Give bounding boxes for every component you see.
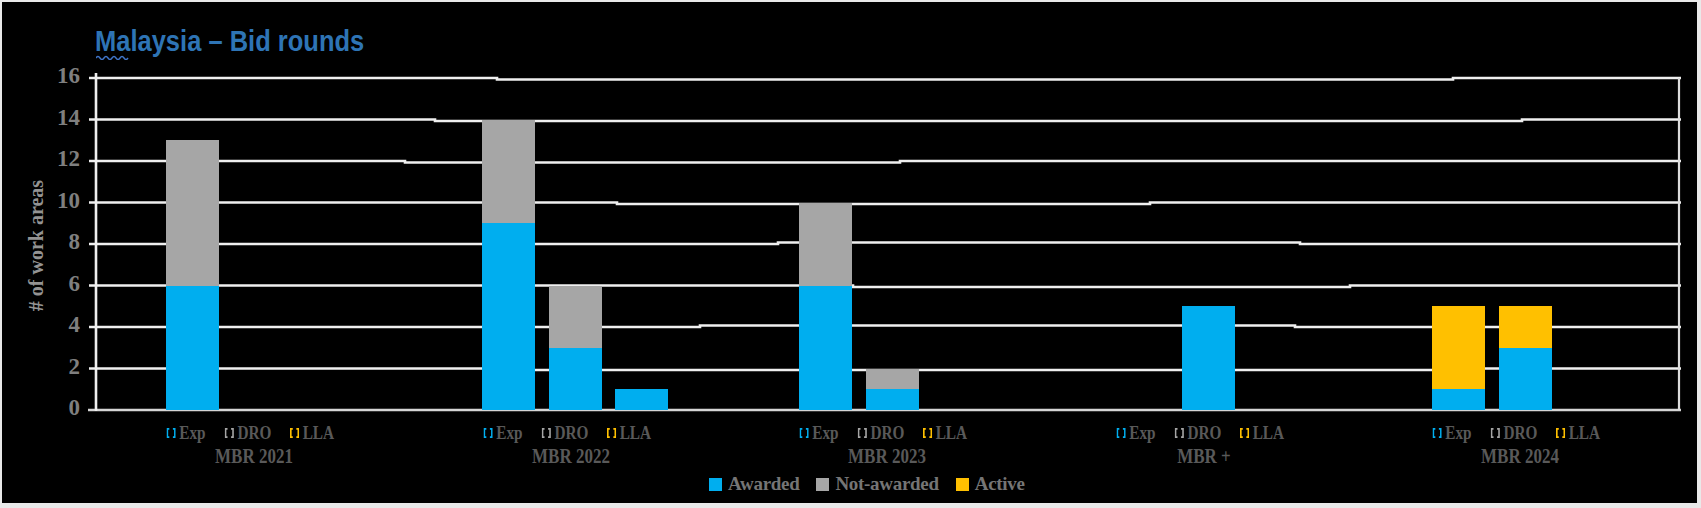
x-sublabel-mbr-2021-dro: DRO (225, 423, 272, 443)
x-sublabel-mbr-2022-dro: DRO (541, 423, 588, 443)
subcategory-label: Exp (1445, 423, 1471, 444)
legend-item-active: Active (956, 473, 1025, 495)
lla-marker-icon (923, 427, 932, 439)
y-tick-2: 2 (20, 356, 80, 378)
dro-marker-icon (225, 427, 234, 439)
x-sublabel-mbr-lla: LLA (1240, 423, 1284, 443)
subcategory-label: LLA (936, 423, 967, 444)
bar-mbr-2024-dro-awarded (1499, 348, 1552, 410)
exp-marker-icon (1116, 427, 1125, 439)
x-sublabel-mbr-exp: Exp (1116, 423, 1155, 443)
chart-title: Malaysia – Bid rounds (95, 24, 364, 58)
exp-marker-icon (483, 427, 492, 439)
x-sublabel-mbr-2023-lla: LLA (923, 423, 967, 443)
x-sublabel-mbr-2022-lla: LLA (607, 423, 651, 443)
bar-mbr-2023-dro-awarded (866, 389, 919, 410)
x-sublabel-mbr-2024-lla: LLA (1556, 423, 1600, 443)
legend-swatch-icon (956, 478, 969, 491)
exp-marker-icon (167, 427, 176, 439)
x-sublabel-mbr-2024-dro: DRO (1491, 423, 1538, 443)
subcategory-label: Exp (496, 423, 522, 444)
y-tick-12: 12 (20, 148, 80, 170)
legend-swatch-icon (816, 478, 829, 491)
bar-mbr-2022-exp-awarded (482, 223, 535, 410)
bar-mbr-2023-dro-not-awarded (866, 369, 919, 390)
dro-marker-icon (858, 427, 867, 439)
subcategory-label: DRO (554, 423, 588, 444)
bar-mbr-dro-awarded (1182, 306, 1235, 410)
x-sublabel-mbr-2021-exp: Exp (167, 423, 206, 443)
chart-frame: Malaysia – Bid rounds # of work areas 02… (0, 0, 1701, 508)
y-tick-8: 8 (20, 231, 80, 253)
x-sublabel-mbr-2024-exp: Exp (1433, 423, 1472, 443)
x-group-label-mbr-: MBR + (1177, 445, 1231, 465)
spellcheck-squiggle-icon (96, 55, 130, 60)
y-tick-16: 16 (20, 65, 80, 87)
subcategory-label: Exp (812, 423, 838, 444)
subcategory-label: DRO (238, 423, 272, 444)
dro-marker-icon (1491, 427, 1500, 439)
gridline-8 (89, 243, 1681, 245)
x-sublabel-mbr-dro: DRO (1174, 423, 1221, 443)
subcategory-label: LLA (619, 423, 650, 444)
gridline-10 (89, 203, 1681, 205)
x-sublabel-mbr-2022-exp: Exp (483, 423, 522, 443)
lla-marker-icon (290, 427, 299, 439)
dro-marker-icon (541, 427, 550, 439)
x-sublabel-mbr-2023-dro: DRO (858, 423, 905, 443)
bar-mbr-2021-exp-not-awarded (166, 140, 219, 285)
x-sublabel-mbr-2023-exp: Exp (800, 423, 839, 443)
legend-item-not-awarded: Not-awarded (816, 473, 938, 495)
lla-marker-icon (607, 427, 616, 439)
x-group-label-mbr-2021: MBR 2021 (215, 445, 293, 465)
legend-item-awarded: Awarded (709, 473, 799, 495)
lla-marker-icon (1240, 427, 1249, 439)
bar-mbr-2022-exp-not-awarded (482, 120, 535, 224)
gridline-6 (89, 286, 1681, 288)
legend-label: Not-awarded (835, 473, 938, 495)
x-group-label-mbr-2023: MBR 2023 (848, 445, 926, 465)
legend-swatch-icon (709, 478, 722, 491)
bar-mbr-2024-exp-awarded (1432, 389, 1485, 410)
legend-label: Active (975, 473, 1025, 495)
gridline-12 (89, 161, 1681, 163)
gridline-16 (89, 78, 1681, 80)
lla-marker-icon (1556, 427, 1565, 439)
subcategory-label: Exp (179, 423, 205, 444)
bar-mbr-2023-exp-awarded (799, 286, 852, 411)
gridline-14 (89, 120, 1681, 122)
dro-marker-icon (1174, 427, 1183, 439)
y-tick-4: 4 (20, 314, 80, 336)
y-tick-6: 6 (20, 273, 80, 295)
bar-mbr-2021-exp-awarded (166, 286, 219, 411)
bar-mbr-2022-dro-awarded (549, 348, 602, 410)
bar-mbr-2022-dro-not-awarded (549, 286, 602, 348)
subcategory-label: LLA (1252, 423, 1283, 444)
y-tick-14: 14 (20, 107, 80, 129)
legend: Awarded Not-awarded Active (709, 473, 1025, 495)
exp-marker-icon (1433, 427, 1442, 439)
exp-marker-icon (800, 427, 809, 439)
subcategory-label: Exp (1129, 423, 1155, 444)
subcategory-label: LLA (1569, 423, 1600, 444)
subcategory-label: DRO (1187, 423, 1221, 444)
bar-mbr-2022-lla-awarded (615, 389, 668, 410)
subcategory-label: DRO (1504, 423, 1538, 444)
y-tick-0: 0 (20, 397, 80, 419)
legend-label: Awarded (728, 473, 799, 495)
x-sublabel-mbr-2021-lla: LLA (290, 423, 334, 443)
bar-mbr-2023-exp-not-awarded (799, 203, 852, 286)
subcategory-label: DRO (871, 423, 905, 444)
subcategory-label: LLA (303, 423, 334, 444)
x-group-label-mbr-2024: MBR 2024 (1481, 445, 1559, 465)
bar-mbr-2024-dro-active (1499, 306, 1552, 348)
x-group-label-mbr-2022: MBR 2022 (532, 445, 610, 465)
bar-mbr-2024-exp-active (1432, 306, 1485, 389)
y-tick-10: 10 (20, 190, 80, 212)
